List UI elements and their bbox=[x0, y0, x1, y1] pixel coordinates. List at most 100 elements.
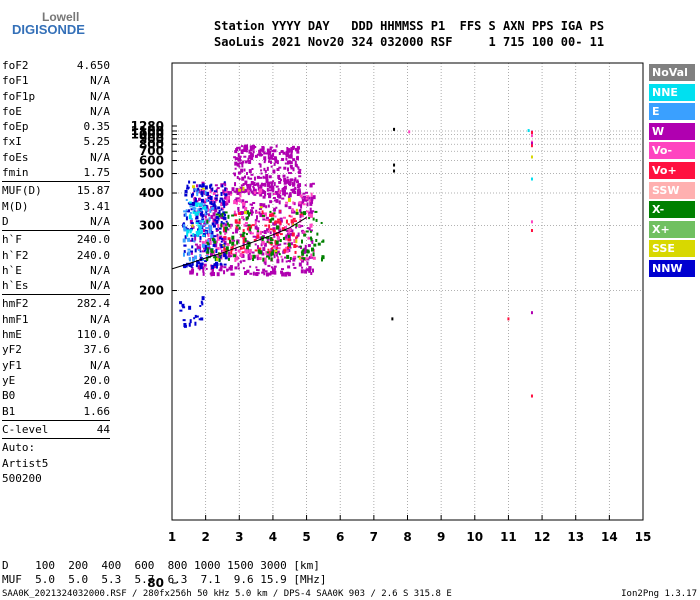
echo-point bbox=[249, 203, 253, 206]
echo-point bbox=[273, 192, 276, 195]
x-tick-label: 1 bbox=[168, 530, 176, 544]
echo-point bbox=[300, 204, 303, 209]
echo-point bbox=[236, 240, 239, 245]
chart-grid bbox=[172, 63, 643, 520]
echo-point bbox=[239, 260, 242, 264]
echo-point bbox=[287, 242, 291, 247]
echo-point bbox=[315, 238, 318, 242]
echo-point bbox=[268, 175, 272, 179]
echo-point bbox=[217, 246, 220, 250]
param-row: B0 40.0 bbox=[2, 388, 110, 403]
x-tick-label: 8 bbox=[403, 530, 411, 544]
echo-point bbox=[228, 239, 231, 244]
param-name: fmin bbox=[2, 166, 29, 180]
param-separator bbox=[2, 419, 110, 421]
y-tick-label: 1100 bbox=[131, 124, 164, 138]
echo-point bbox=[213, 240, 217, 244]
echo-point bbox=[294, 245, 298, 248]
echo-point bbox=[273, 199, 277, 202]
echo-point bbox=[190, 208, 194, 211]
echo-point bbox=[272, 180, 275, 183]
echo-point bbox=[264, 169, 267, 173]
echo-point bbox=[187, 248, 191, 251]
echo-point bbox=[201, 193, 204, 197]
trace-profile-line bbox=[171, 216, 307, 270]
param-row: yF2 37.6 bbox=[2, 342, 110, 357]
echo-point bbox=[210, 234, 214, 239]
echo-point bbox=[267, 204, 270, 208]
muf-row-d: D 100 200 400 600 800 1000 1500 3000 [km… bbox=[2, 559, 320, 572]
echo-point bbox=[235, 225, 238, 228]
echo-point bbox=[219, 254, 222, 259]
echo-point bbox=[224, 184, 227, 187]
y-tick-label: 400 bbox=[139, 186, 164, 200]
echo-point bbox=[258, 211, 261, 215]
echo-point bbox=[192, 233, 195, 237]
echo-point bbox=[235, 187, 239, 192]
echo-point bbox=[276, 259, 280, 264]
echo-point bbox=[198, 318, 201, 321]
echo-point bbox=[226, 222, 229, 226]
echo-point bbox=[256, 245, 259, 250]
echo-point bbox=[244, 222, 248, 225]
echo-point bbox=[311, 182, 315, 185]
echo-point bbox=[310, 223, 313, 226]
echo-point bbox=[292, 188, 295, 193]
echo-point bbox=[191, 268, 195, 273]
echo-point bbox=[293, 266, 297, 269]
y-tick-label: 700 bbox=[139, 144, 164, 158]
echo-point bbox=[190, 234, 193, 237]
echo-point bbox=[197, 211, 201, 214]
echo-point bbox=[268, 195, 272, 199]
echo-point bbox=[204, 215, 207, 219]
echo-point bbox=[219, 231, 222, 235]
echo-point bbox=[201, 214, 204, 218]
echo-point bbox=[214, 205, 217, 210]
echo-point bbox=[306, 227, 309, 230]
echo-point bbox=[290, 167, 294, 170]
echo-point bbox=[200, 188, 203, 193]
echo-point bbox=[231, 241, 235, 246]
param-separator bbox=[2, 181, 110, 183]
echo-point bbox=[256, 230, 260, 235]
param-name: h`F bbox=[2, 233, 22, 247]
echo-point bbox=[250, 180, 254, 185]
echo-point bbox=[219, 197, 223, 200]
param-name: hmE bbox=[2, 328, 22, 342]
echo-point bbox=[291, 182, 294, 186]
echo-point bbox=[211, 230, 214, 235]
echo-point bbox=[215, 227, 218, 230]
echo-point bbox=[212, 218, 216, 223]
echo-point bbox=[258, 208, 261, 211]
param-name: C-level bbox=[2, 422, 49, 436]
param-name: B1 bbox=[2, 404, 16, 418]
echo-point bbox=[205, 246, 208, 251]
echo-point bbox=[189, 265, 193, 268]
echo-point bbox=[207, 242, 210, 246]
echo-point bbox=[243, 155, 247, 158]
param-row: foEs N/A bbox=[2, 150, 110, 165]
echo-point bbox=[261, 214, 265, 217]
echo-point bbox=[276, 247, 279, 250]
echo-point bbox=[282, 151, 286, 155]
echo-point bbox=[251, 251, 255, 254]
echo-point bbox=[201, 296, 205, 301]
echo-point bbox=[223, 227, 226, 232]
echo-point bbox=[272, 149, 275, 153]
echo-point bbox=[194, 255, 198, 260]
echo-point bbox=[221, 184, 224, 188]
echo-point bbox=[296, 189, 299, 194]
echo-point bbox=[238, 188, 242, 192]
echo-point bbox=[277, 244, 280, 247]
echo-point bbox=[231, 214, 235, 217]
echo-point bbox=[290, 219, 294, 224]
echo-point bbox=[225, 251, 228, 255]
header-row-2: SaoLuis 2021 Nov20 324 032000 RSF 1 715 … bbox=[214, 35, 605, 49]
echo-point bbox=[207, 213, 210, 217]
echo-point bbox=[228, 251, 231, 255]
echo-point bbox=[292, 217, 296, 220]
echo-point bbox=[298, 256, 301, 260]
echo-point bbox=[208, 217, 211, 222]
echo-point bbox=[220, 240, 223, 243]
echo-point bbox=[234, 182, 237, 187]
